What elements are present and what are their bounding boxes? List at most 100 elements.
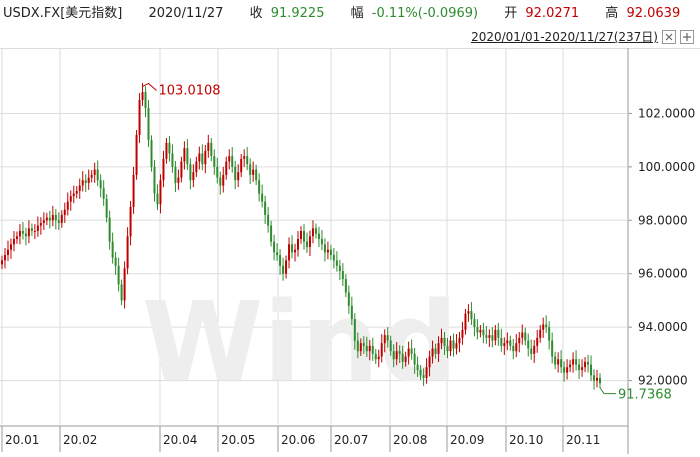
candle-body xyxy=(314,228,317,234)
date-range-label[interactable]: 2020/01/01-2020/11/27(237日) xyxy=(471,30,658,44)
candle-body xyxy=(93,169,96,175)
candle-body xyxy=(467,311,470,314)
candle-body xyxy=(186,148,189,165)
candle-body xyxy=(48,217,51,221)
candle-body xyxy=(99,180,102,189)
candle-body xyxy=(473,319,476,328)
candle-body xyxy=(285,260,288,274)
close-icon[interactable] xyxy=(662,30,676,44)
candle-body xyxy=(491,335,494,341)
candle-body xyxy=(132,174,135,207)
candle-body xyxy=(234,166,237,181)
candle-body xyxy=(300,230,302,239)
candle-body xyxy=(524,332,527,341)
candle-body xyxy=(368,345,371,352)
candle-body xyxy=(126,236,129,269)
candle-body xyxy=(332,255,335,261)
candle-body xyxy=(192,172,195,181)
candles xyxy=(1,82,601,390)
candle-body xyxy=(90,174,93,178)
candle-body xyxy=(566,367,569,373)
candle-body xyxy=(440,337,443,344)
candle-body xyxy=(545,324,548,328)
date-label: 2020/11/27 xyxy=(148,6,224,21)
candle-body xyxy=(599,377,601,384)
candle-body xyxy=(111,241,114,258)
candle-body xyxy=(246,156,249,165)
candle-body xyxy=(398,351,401,354)
candle-body xyxy=(129,206,132,237)
candle-body xyxy=(353,319,356,341)
candle-body xyxy=(320,239,323,245)
candle-body xyxy=(395,351,398,360)
candle-body xyxy=(102,188,105,199)
candle-body xyxy=(494,329,497,341)
candle-body xyxy=(425,367,428,378)
y-axis: 92.0000 94.0000 96.0000 98.0000 100.0000 102.… xyxy=(628,106,695,388)
candle-body xyxy=(452,340,455,349)
candle-body xyxy=(326,249,329,253)
candle-body xyxy=(240,158,243,173)
candle-body xyxy=(261,193,264,202)
candle-body xyxy=(27,228,30,237)
candle-body xyxy=(410,348,413,354)
candle-body xyxy=(308,236,311,248)
candle-body xyxy=(518,337,521,344)
symbol-label[interactable]: USDX.FX[美元指数] xyxy=(3,6,123,21)
candle-body xyxy=(36,225,39,231)
candle-body xyxy=(305,241,308,248)
candle-body xyxy=(180,161,183,178)
candle-body xyxy=(267,214,270,226)
candle-body xyxy=(509,340,512,346)
candle-body xyxy=(105,198,108,218)
candle-body xyxy=(476,327,479,333)
candle-body xyxy=(365,345,368,352)
candle-body xyxy=(539,329,542,338)
candle-body xyxy=(138,100,141,135)
open-label: 开 xyxy=(504,6,518,21)
high-value: 92.0639 xyxy=(626,6,681,21)
candle-body xyxy=(249,164,252,175)
candle-body xyxy=(317,233,320,239)
candle-body xyxy=(449,340,452,352)
candle-body xyxy=(431,348,434,357)
candle-body xyxy=(572,359,575,365)
candle-body xyxy=(87,177,90,183)
candle-body xyxy=(356,340,359,352)
candle-body xyxy=(201,153,204,165)
max-label: 103.0108 xyxy=(159,83,221,98)
y-tick-label: 98.0000 xyxy=(638,213,688,227)
candle-body xyxy=(279,255,282,266)
candle-body xyxy=(51,214,54,221)
candle-body xyxy=(542,324,545,330)
candle-body xyxy=(66,201,69,210)
candle-body xyxy=(557,359,560,365)
candle-body xyxy=(578,364,581,370)
candle-body xyxy=(497,329,500,338)
expand-icon[interactable] xyxy=(680,30,694,44)
candle-body xyxy=(135,134,138,175)
header-divider xyxy=(0,48,700,49)
candle-body xyxy=(401,353,404,362)
candle-body xyxy=(575,359,578,365)
candle-body xyxy=(536,337,539,346)
y-tick-label: 100.0000 xyxy=(638,160,695,174)
min-label: 91.7368 xyxy=(618,388,672,403)
candle-body xyxy=(141,92,144,101)
candle-body xyxy=(380,343,383,357)
candle-body xyxy=(485,335,488,338)
candle-body xyxy=(548,327,551,341)
candle-body xyxy=(359,343,362,352)
candle-body xyxy=(60,214,63,223)
candle-body xyxy=(482,329,485,336)
candle-body xyxy=(323,244,326,253)
candle-body xyxy=(57,220,60,223)
candle-body xyxy=(350,305,353,320)
candle-body xyxy=(219,177,222,186)
candle-body xyxy=(428,356,431,368)
candle-body xyxy=(282,265,285,274)
candle-body xyxy=(551,340,554,357)
candle-body xyxy=(243,156,246,159)
candle-body xyxy=(150,140,153,167)
